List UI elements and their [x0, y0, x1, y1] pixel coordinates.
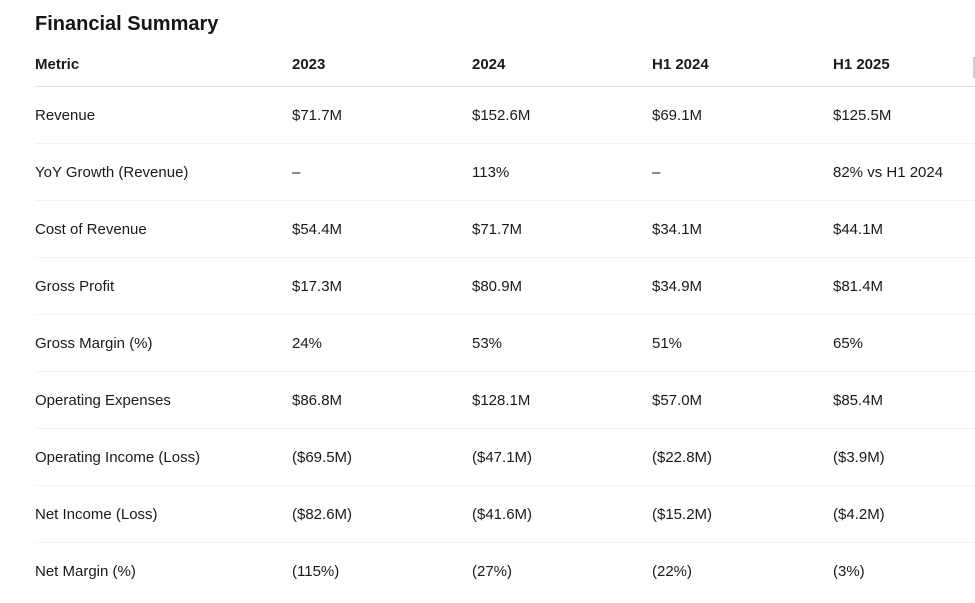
value-cell-h1-2025: (3%)	[833, 562, 865, 580]
value-cell-h1-2024: $34.9M	[652, 257, 833, 315]
table-row-net-income: Net Income (Loss) ($82.6M) ($41.6M) ($15…	[35, 485, 975, 543]
value-cell-2024: (27%)	[472, 562, 513, 580]
metric-cell: Operating Income (Loss)	[35, 428, 292, 486]
clipped-right-edge-fragment	[973, 57, 975, 78]
metric-cell: Net Income (Loss)	[35, 485, 292, 543]
value-cell-h1-2024: $57.0M	[652, 371, 833, 429]
column-header-2023: 2023	[292, 50, 472, 87]
table-row-gross-margin: Gross Margin (%) 24% 53% 51% 65%	[35, 314, 975, 372]
value-cell-2023: $86.8M	[292, 371, 472, 429]
value-cell-h1-2025: 65%	[833, 314, 975, 372]
metric-cell: Gross Profit	[35, 257, 292, 315]
value-cell-h1-2025: ($3.9M)	[833, 428, 975, 486]
value-cell-h1-2024: ($15.2M)	[652, 485, 833, 543]
table-row-net-margin: Net Margin (%) (115%) (27%) (22%) (3%)	[35, 543, 975, 600]
value-cell-2023: $71.7M	[292, 86, 472, 144]
metric-cell: Net Margin (%)	[35, 562, 136, 580]
value-cell-2023: $17.3M	[292, 257, 472, 315]
value-cell-2023: ($69.5M)	[292, 428, 472, 486]
value-cell-h1-2024: $69.1M	[652, 86, 833, 144]
column-header-h1-2025: H1 2025	[833, 50, 975, 87]
value-cell-h1-2025: ($4.2M)	[833, 485, 975, 543]
metric-cell: Revenue	[35, 86, 292, 144]
value-cell-2024: $71.7M	[472, 200, 652, 258]
value-cell-2023: 24%	[292, 314, 472, 372]
value-cell-h1-2025: 82% vs H1 2024	[833, 143, 975, 201]
financial-summary-section: Financial Summary Metric 2023 2024 H1 20…	[35, 0, 975, 599]
table-header-row: Metric 2023 2024 H1 2024 H1 2025	[35, 50, 975, 87]
value-cell-2024: $80.9M	[472, 257, 652, 315]
value-cell-2024: $128.1M	[472, 371, 652, 429]
table-row-gross-profit: Gross Profit $17.3M $80.9M $34.9M $81.4M	[35, 257, 975, 315]
value-cell-2024: ($41.6M)	[472, 485, 652, 543]
value-cell-h1-2024: 51%	[652, 314, 833, 372]
value-cell-2023: (115%)	[292, 562, 340, 580]
value-cell-2024: 113%	[472, 143, 652, 201]
value-cell-2023: –	[292, 143, 472, 201]
value-cell-2024: 53%	[472, 314, 652, 372]
value-cell-h1-2024: $34.1M	[652, 200, 833, 258]
table-row-operating-income: Operating Income (Loss) ($69.5M) ($47.1M…	[35, 428, 975, 486]
value-cell-2023: ($82.6M)	[292, 485, 472, 543]
metric-cell: Cost of Revenue	[35, 200, 292, 258]
value-cell-h1-2025: $125.5M	[833, 86, 975, 144]
value-cell-h1-2025: $81.4M	[833, 257, 975, 315]
metric-cell: Gross Margin (%)	[35, 314, 292, 372]
value-cell-2024: $152.6M	[472, 86, 652, 144]
value-cell-h1-2025: $44.1M	[833, 200, 975, 258]
value-cell-h1-2024: ($22.8M)	[652, 428, 833, 486]
table-row-operating-expenses: Operating Expenses $86.8M $128.1M $57.0M…	[35, 371, 975, 429]
column-header-h1-2024: H1 2024	[652, 50, 833, 87]
page-title: Financial Summary	[35, 13, 219, 35]
value-cell-2024: ($47.1M)	[472, 428, 652, 486]
value-cell-h1-2024: –	[652, 143, 833, 201]
value-cell-h1-2024: (22%)	[652, 562, 693, 580]
table-row-cost-of-revenue: Cost of Revenue $54.4M $71.7M $34.1M $44…	[35, 200, 975, 258]
value-cell-2023: $54.4M	[292, 200, 472, 258]
metric-cell: Operating Expenses	[35, 371, 292, 429]
value-cell-h1-2025: $85.4M	[833, 371, 975, 429]
column-header-2024: 2024	[472, 50, 652, 87]
column-header-metric: Metric	[35, 50, 292, 87]
table-row-revenue: Revenue $71.7M $152.6M $69.1M $125.5M	[35, 86, 975, 144]
financial-summary-table: Metric 2023 2024 H1 2024 H1 2025 Revenue…	[35, 50, 975, 599]
metric-cell: YoY Growth (Revenue)	[35, 143, 292, 201]
table-row-yoy-growth: YoY Growth (Revenue) – 113% – 82% vs H1 …	[35, 143, 975, 201]
